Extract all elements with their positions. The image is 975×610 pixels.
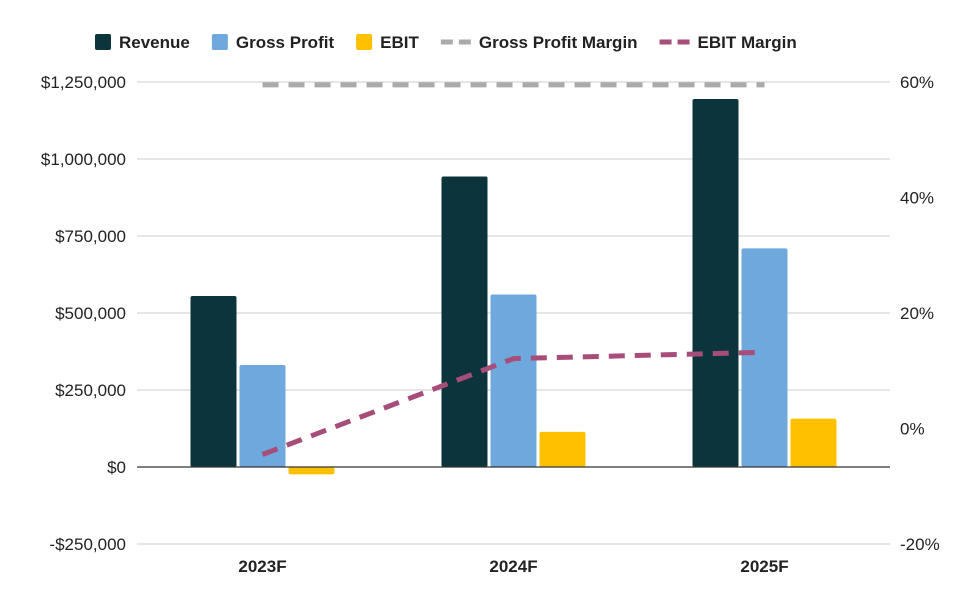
bar-gross-profit — [490, 294, 537, 467]
left-tick-label: $750,000 — [55, 227, 126, 246]
left-tick-label: $1,000,000 — [41, 150, 126, 169]
legend-label-ebit-margin: EBIT Margin — [698, 33, 797, 52]
bar-ebit — [539, 431, 586, 467]
bar-ebit — [288, 467, 335, 475]
right-tick-label: 0% — [900, 420, 925, 439]
right-tick-label: 20% — [900, 304, 934, 323]
bar-gross-profit — [741, 248, 788, 467]
legend-swatch-revenue — [95, 34, 111, 50]
legend-label-ebit: EBIT — [380, 33, 419, 52]
left-tick-label: $250,000 — [55, 381, 126, 400]
x-tick-label: 2024F — [489, 557, 537, 576]
left-tick-label: -$250,000 — [49, 535, 126, 554]
legend-label-revenue: Revenue — [119, 33, 190, 52]
right-tick-label: 60% — [900, 73, 934, 92]
x-tick-label: 2023F — [238, 557, 286, 576]
right-tick-label: -20% — [900, 535, 940, 554]
bar-revenue — [441, 176, 488, 467]
left-axis: -$250,000 $0 $250,000 $500,000 $750,000 $1,00… — [41, 73, 126, 554]
bars — [190, 98, 837, 475]
legend-swatch-ebit — [356, 34, 373, 50]
right-tick-label: 40% — [900, 189, 934, 208]
lines — [261, 82, 765, 457]
bar-revenue — [190, 296, 237, 467]
bar-ebit — [790, 418, 837, 467]
legend-label-gross-profit: Gross Profit — [236, 33, 335, 52]
line-ebit-margin — [261, 349, 765, 457]
legend-label-gross-profit-margin: Gross Profit Margin — [479, 33, 638, 52]
x-tick-label: 2025F — [740, 557, 788, 576]
legend-swatch-gross-profit — [211, 34, 228, 50]
x-axis: 2023F 2024F 2025F — [238, 557, 788, 576]
bar-revenue — [692, 98, 739, 467]
left-tick-label: $1,250,000 — [41, 73, 126, 92]
bar-gross-profit — [239, 365, 286, 467]
right-axis: -20% 0% 20% 40% 60% — [900, 73, 940, 554]
legend: Revenue Gross Profit EBIT Gross Profit Marg… — [95, 33, 797, 52]
left-tick-label: $0 — [107, 458, 126, 477]
left-tick-label: $500,000 — [55, 304, 126, 323]
